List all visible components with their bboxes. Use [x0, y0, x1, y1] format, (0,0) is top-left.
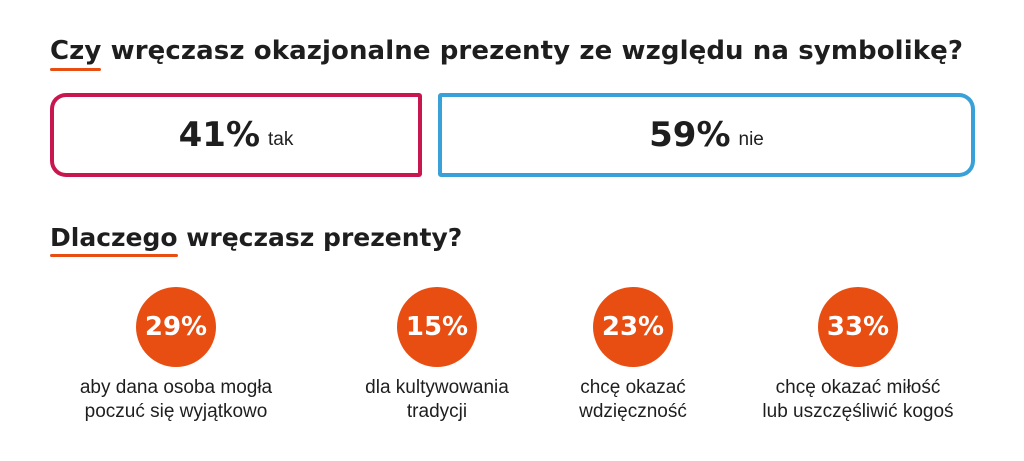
reason-item: 29% aby dana osoba mogła poczuć się wyją…	[51, 287, 301, 424]
question-2-first-word: Dlaczego	[50, 223, 178, 257]
underline-decoration	[50, 254, 178, 257]
question-2-title: Dlaczego wręczasz prezenty?	[50, 223, 463, 257]
reason-item: 33% chcę okazać miłość lub uszczęśliwić …	[733, 287, 983, 424]
reason-item: 15% dla kultywowania tradycji	[312, 287, 562, 424]
question-2-rest: wręczasz prezenty?	[177, 223, 463, 252]
percent-circle: 29%	[136, 287, 216, 367]
answer-tak-box: 41% tak	[50, 93, 422, 177]
underline-decoration	[50, 68, 102, 71]
reason-label: aby dana osoba mogła poczuć się wyjątkow…	[79, 377, 273, 422]
percent-circle: 33%	[818, 287, 898, 367]
reason-label: chcę okazać miłość lub uszczęśliwić kogo…	[762, 377, 954, 422]
reason-item: 23% chcę okazać wdzięczność	[508, 287, 758, 424]
answer-nie-percent: 59%	[649, 115, 731, 155]
question-1-title: Czy wręczasz okazjonalne prezenty ze wzg…	[50, 36, 964, 71]
percent-circle: 15%	[397, 287, 477, 367]
answer-nie-box: 59% nie	[438, 93, 975, 177]
answer-nie-label: nie	[738, 129, 764, 150]
reason-label: chcę okazać wdzięczność	[579, 377, 687, 422]
reason-label: dla kultywowania tradycji	[365, 377, 509, 422]
answer-tak-percent: 41%	[178, 115, 261, 155]
question-1-rest: wręczasz okazjonalne prezenty ze względu…	[101, 36, 964, 66]
answer-tak-label: tak	[268, 129, 294, 150]
question-1-first-word: Czy	[50, 36, 102, 71]
percent-circle: 23%	[593, 287, 673, 367]
